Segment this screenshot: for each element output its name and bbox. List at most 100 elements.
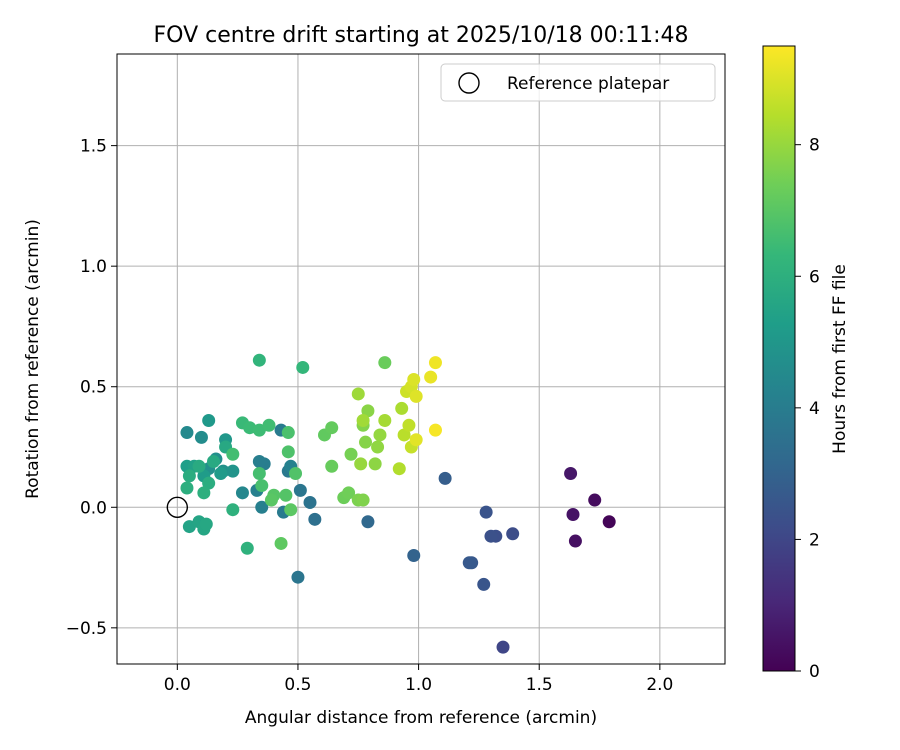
data-point xyxy=(281,445,295,459)
data-point xyxy=(226,464,240,478)
data-point xyxy=(409,433,423,447)
data-point xyxy=(308,512,322,526)
data-point xyxy=(506,527,520,541)
legend-open-circle-icon xyxy=(458,72,480,94)
data-point xyxy=(252,454,266,468)
data-point xyxy=(484,529,498,543)
data-point xyxy=(407,372,421,386)
data-point xyxy=(252,423,266,437)
legend-entry-reference-platepar: Reference platepar xyxy=(507,74,669,94)
data-point xyxy=(180,481,194,495)
colorbar-tick-label: 8 xyxy=(809,136,820,156)
x-tick-label: 0.5 xyxy=(284,675,311,695)
data-point xyxy=(496,640,510,654)
data-point xyxy=(291,570,305,584)
data-point xyxy=(182,469,196,483)
data-point xyxy=(202,476,216,490)
data-point xyxy=(428,356,442,370)
data-point xyxy=(342,486,356,500)
data-point xyxy=(424,370,438,384)
y-tick-label: −0.5 xyxy=(66,619,107,639)
data-point xyxy=(371,440,385,454)
data-point xyxy=(255,500,269,514)
data-point xyxy=(199,517,213,531)
data-point xyxy=(182,520,196,534)
data-point xyxy=(296,360,310,374)
data-point xyxy=(602,515,616,529)
y-tick-label: 1.5 xyxy=(80,137,107,157)
data-point xyxy=(564,467,578,481)
colorbar-tick-label: 0 xyxy=(809,662,820,682)
x-tick-label: 1.5 xyxy=(526,675,553,695)
x-tick-label: 1.0 xyxy=(405,675,432,695)
data-point xyxy=(214,467,228,481)
data-point xyxy=(395,401,409,415)
data-point xyxy=(477,577,491,591)
data-point xyxy=(407,549,421,563)
colorbar-ticks: 0 2 4 6 8 xyxy=(795,136,820,682)
data-point xyxy=(428,423,442,437)
colorbar-label: Hours from first FF file xyxy=(830,264,850,454)
data-point xyxy=(252,467,266,481)
data-points xyxy=(180,353,616,654)
data-point xyxy=(293,483,307,497)
data-point xyxy=(192,459,206,473)
y-tick-label: 1.0 xyxy=(80,257,107,277)
data-point xyxy=(344,447,358,461)
data-point xyxy=(568,534,582,548)
data-point xyxy=(588,493,602,507)
data-point xyxy=(255,479,269,493)
colorbar-gradient xyxy=(762,45,796,672)
data-point xyxy=(378,356,392,370)
data-point xyxy=(252,353,266,367)
data-point xyxy=(289,467,303,481)
y-axis-label: Rotation from reference (arcmin) xyxy=(23,219,43,499)
data-point xyxy=(361,404,375,418)
data-point xyxy=(235,486,249,500)
data-point xyxy=(368,457,382,471)
gridlines xyxy=(117,54,725,664)
data-point xyxy=(378,413,392,427)
data-point xyxy=(354,457,368,471)
data-point xyxy=(402,418,416,432)
data-point xyxy=(356,493,370,507)
data-point xyxy=(264,493,278,507)
data-point xyxy=(197,486,211,500)
y-axis-ticks: −0.5 0.0 0.5 1.0 1.5 xyxy=(66,137,117,639)
data-point xyxy=(279,488,293,502)
data-point xyxy=(274,536,288,550)
colorbar-tick-label: 4 xyxy=(809,399,820,419)
y-tick-label: 0.0 xyxy=(80,498,107,518)
x-axis-ticks: 0.0 0.5 1.0 1.5 2.0 xyxy=(164,664,673,695)
data-point xyxy=(566,508,580,522)
data-point xyxy=(284,503,298,517)
colorbar-tick-label: 2 xyxy=(809,530,820,550)
reference-platepar-marker xyxy=(166,496,189,518)
data-point xyxy=(351,387,365,401)
y-tick-label: 0.5 xyxy=(80,378,107,398)
x-tick-label: 0.0 xyxy=(164,675,191,695)
colorbar-tick-label: 6 xyxy=(809,267,820,287)
data-point xyxy=(281,426,295,440)
data-point xyxy=(226,447,240,461)
data-point xyxy=(392,462,406,476)
data-point xyxy=(325,421,339,435)
legend-box xyxy=(440,63,716,102)
data-point xyxy=(325,459,339,473)
data-point xyxy=(262,418,276,432)
data-point xyxy=(438,471,452,485)
x-axis-label: Angular distance from reference (arcmin) xyxy=(245,708,597,728)
x-tick-label: 2.0 xyxy=(646,675,673,695)
data-point xyxy=(409,389,423,403)
legend: Reference platepar xyxy=(440,63,716,102)
data-point xyxy=(194,430,208,444)
chart-title: FOV centre drift starting at 2025/10/18 … xyxy=(154,23,689,48)
data-point xyxy=(397,428,411,442)
data-point xyxy=(462,556,476,570)
data-point xyxy=(240,541,254,555)
data-point xyxy=(373,428,387,442)
plot-area-frame xyxy=(116,53,726,665)
data-point xyxy=(202,413,216,427)
